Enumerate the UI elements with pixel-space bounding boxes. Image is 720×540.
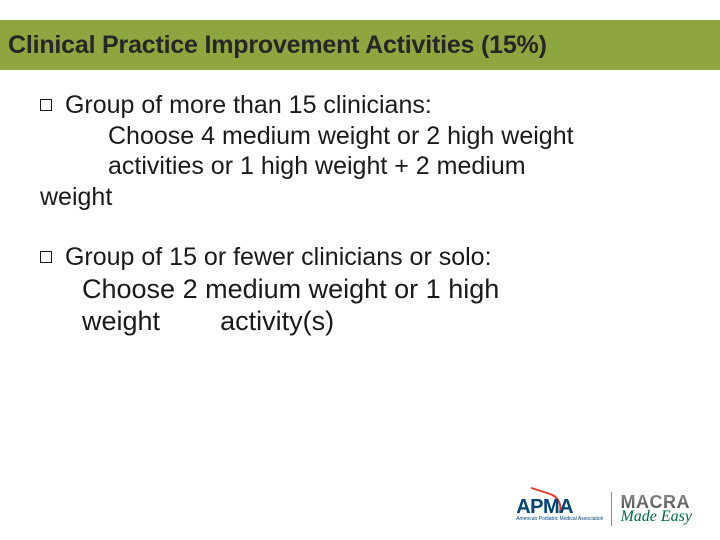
group-small-line1: Choose 2 medium weight or 1 high xyxy=(82,274,499,304)
group-small-line2b: activity(s) xyxy=(220,306,334,336)
slide-title: Clinical Practice Improvement Activities… xyxy=(0,31,547,60)
square-bullet-icon xyxy=(40,99,52,111)
footer-logos: APMA American Podiatric Medical Associat… xyxy=(516,492,692,526)
group-large-lead: Group of more than 15 clinicians: xyxy=(58,91,432,119)
square-bullet-icon xyxy=(40,251,52,263)
group-small-line2a: weight xyxy=(82,306,160,336)
bullet-line: Group of more than 15 clinicians: xyxy=(40,91,432,119)
made-easy-text: Made Easy xyxy=(620,509,692,525)
body-text: Group of more than 15 clinicians: Choose… xyxy=(40,90,680,368)
apma-text: APMA xyxy=(516,496,573,518)
group-small-body: Choose 2 medium weight or 1 high weight … xyxy=(40,273,680,339)
group-large-line1: Choose 4 medium weight or 2 high weight xyxy=(40,121,680,152)
macra-logo: MACRA Made Easy xyxy=(620,493,692,525)
bullet-line: Group of 15 or fewer clinicians or solo: xyxy=(40,243,492,271)
group-large-block: Group of more than 15 clinicians: Choose… xyxy=(40,90,680,212)
group-small-block: Group of 15 or fewer clinicians or solo:… xyxy=(40,242,680,338)
apma-logo: APMA American Podiatric Medical Associat… xyxy=(516,496,603,522)
title-band: Clinical Practice Improvement Activities… xyxy=(0,20,720,70)
group-small-lead: Group of 15 or fewer clinicians or solo: xyxy=(58,243,492,271)
group-large-wrap: weight xyxy=(40,182,680,213)
logo-divider xyxy=(611,492,612,526)
slide: Clinical Practice Improvement Activities… xyxy=(0,0,720,540)
group-large-line2: activities or 1 high weight + 2 medium xyxy=(40,151,680,182)
apma-subtext: American Podiatric Medical Association xyxy=(516,517,603,522)
